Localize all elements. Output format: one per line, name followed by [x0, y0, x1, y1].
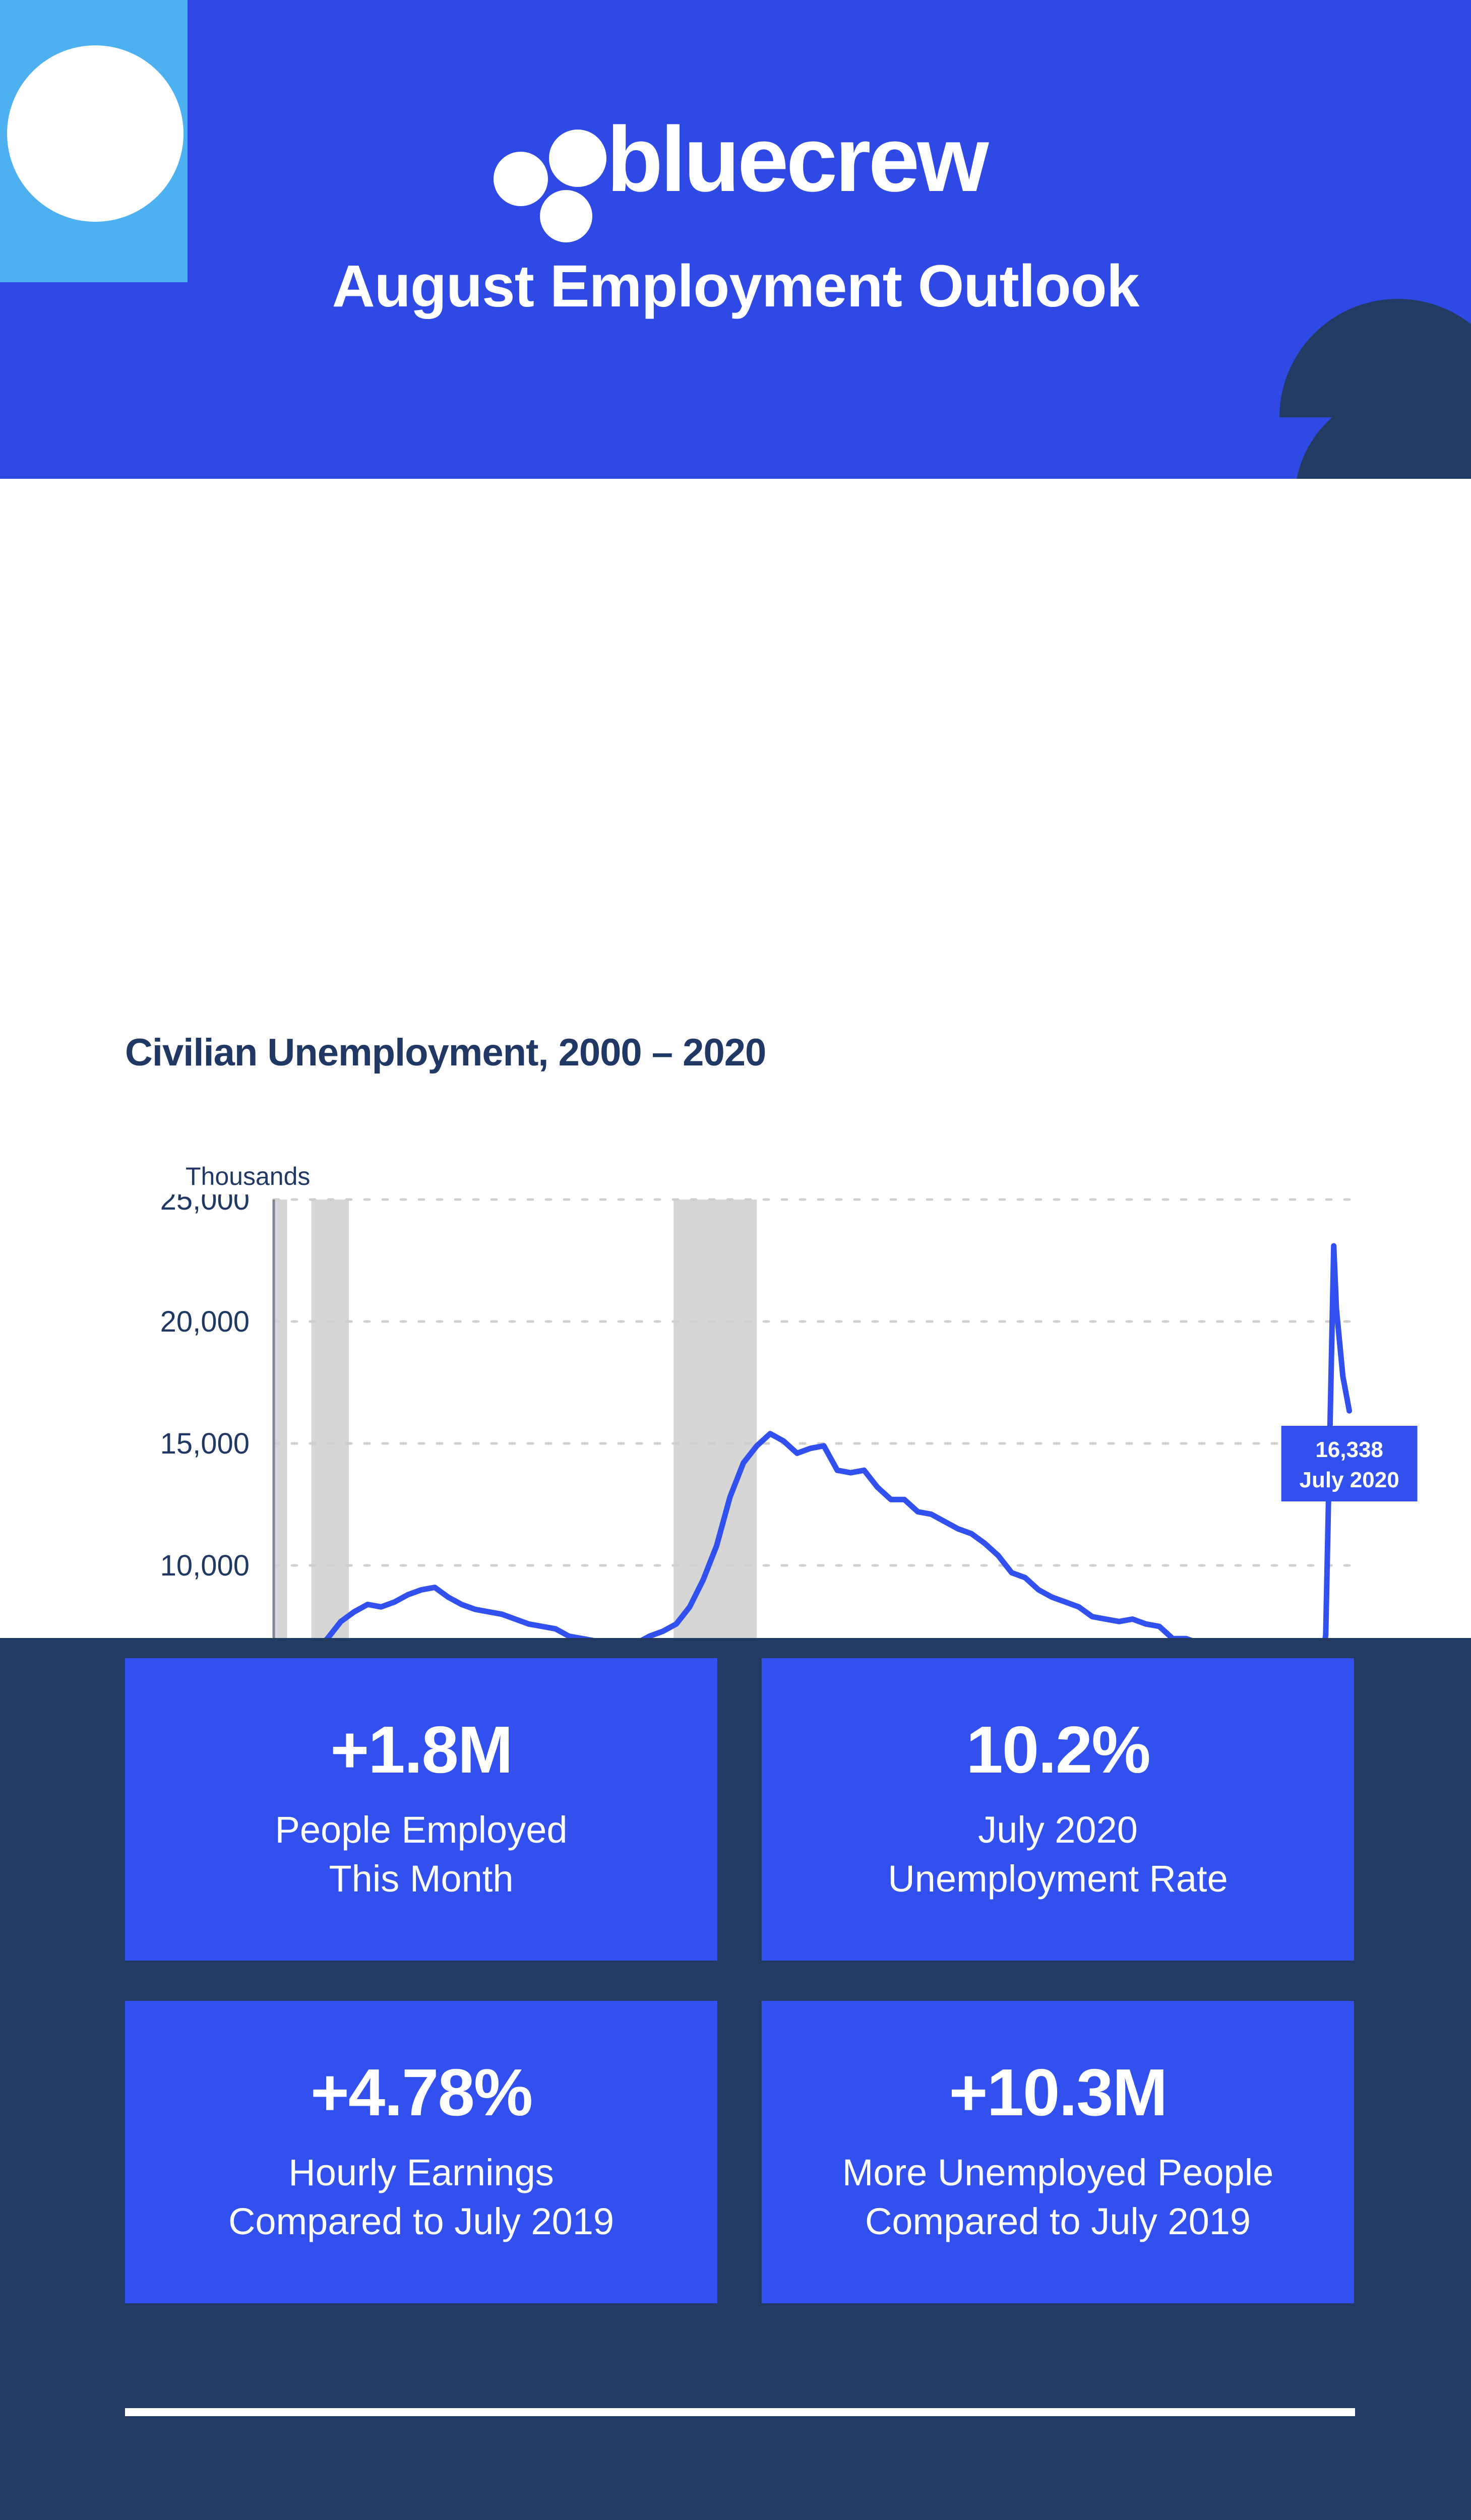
section-divider	[125, 2408, 1355, 2416]
chart-gridlines	[272, 1198, 1354, 1689]
stat-value: +1.8M	[330, 1713, 513, 1787]
stat-label: Hourly Earnings Compared to July 2019	[228, 2148, 614, 2246]
chart-title: Civilian Unemployment, 2000 – 2020	[125, 1031, 766, 1074]
stats-and-industry-section: +1.8M People Employed This Month 10.2% J…	[0, 1638, 1471, 2520]
industry-section-heading: Take a closer look at your industry...	[125, 2512, 851, 2520]
logo-dot-bottom-icon	[540, 190, 593, 242]
stat-label-line2: Unemployment Rate	[888, 1858, 1228, 1900]
stat-label-line1: People Employed	[275, 1808, 568, 1851]
stat-card: +10.3M More Unemployed People Compared t…	[762, 2001, 1354, 2303]
page-title: August Employment Outlook	[332, 253, 1140, 320]
white-circle-decoration	[7, 45, 183, 222]
stat-label-line2: Compared to July 2019	[228, 2200, 615, 2243]
logo-dot-top-icon	[549, 130, 607, 187]
stat-label: People Employed This Month	[275, 1805, 567, 1904]
stat-label-line1: Hourly Earnings	[288, 2151, 554, 2193]
chart-callout-tooltip: 16,338 July 2020	[1281, 1426, 1418, 1501]
bluecrew-dots-icon	[484, 108, 607, 242]
brand-logo: bluecrew	[0, 107, 1471, 242]
stat-label: July 2020 Unemployment Rate	[888, 1805, 1228, 1904]
header-banner: bluecrew August Employment Outlook	[0, 0, 1471, 479]
stat-card: 10.2% July 2020 Unemployment Rate	[762, 1658, 1354, 1961]
stat-value: +4.78%	[310, 2055, 533, 2130]
stat-label: More Unemployed People Compared to July …	[842, 2148, 1274, 2246]
svg-text:July 2020: July 2020	[1300, 1468, 1399, 1492]
svg-text:20,000: 20,000	[160, 1305, 250, 1338]
chart-data-line	[271, 1243, 1353, 1676]
logo-wordmark: bluecrew	[606, 107, 989, 211]
svg-text:25,000: 25,000	[160, 1194, 250, 1216]
svg-text:16,338: 16,338	[1315, 1437, 1383, 1462]
stat-card: +4.78% Hourly Earnings Compared to July …	[125, 2001, 717, 2303]
stat-label-line2: Compared to July 2019	[865, 2200, 1251, 2243]
stat-card-grid: +1.8M People Employed This Month 10.2% J…	[125, 1658, 1355, 2303]
chart-section: Civilian Unemployment, 2000 – 2020 Thous…	[0, 479, 1471, 1993]
svg-text:15,000: 15,000	[160, 1427, 250, 1460]
svg-text:10,000: 10,000	[160, 1549, 250, 1582]
stat-card: +1.8M People Employed This Month	[125, 1658, 717, 1961]
stat-label-line2: This Month	[329, 1858, 514, 1900]
stat-value: 10.2%	[966, 1713, 1150, 1787]
logo-dot-left-icon	[494, 152, 548, 206]
stat-label-line1: July 2020	[978, 1808, 1138, 1851]
chart-y-axis-unit-label: Thousands	[186, 1162, 311, 1190]
stat-label-line1: More Unemployed People	[842, 2151, 1274, 2193]
stat-value: +10.3M	[949, 2055, 1168, 2130]
